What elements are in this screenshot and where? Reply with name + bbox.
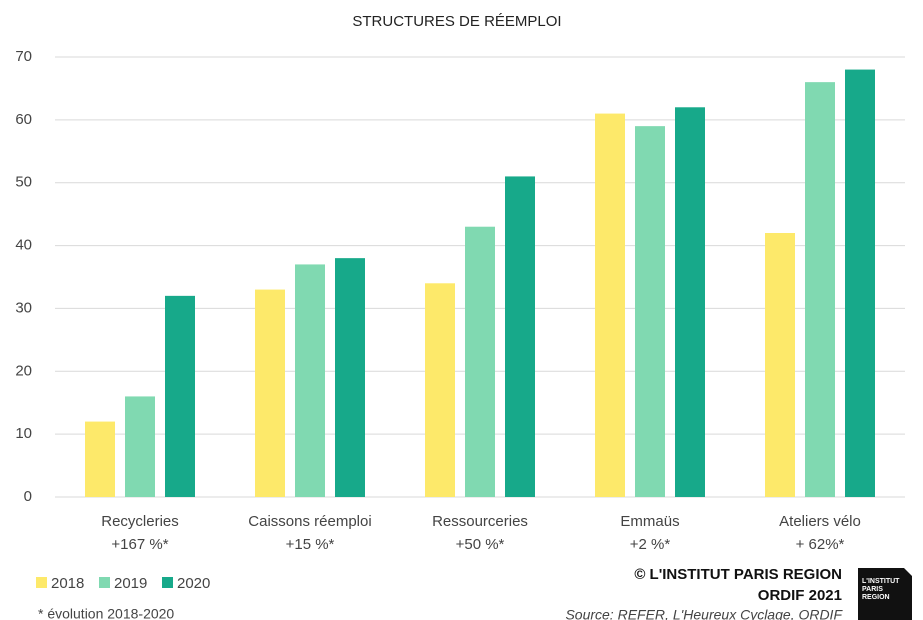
y-tick-label: 60 [15,111,32,128]
y-tick-label: 30 [15,299,32,316]
x-tick-label: Emmaüs [620,513,679,530]
bar [635,126,665,498]
bar [675,107,705,498]
y-tick-label: 20 [15,362,32,379]
bar [125,396,155,497]
bar [845,69,875,498]
bar [425,283,455,497]
x-tick-label: Caissons réemploi [248,513,371,530]
legend-label: 2020 [177,575,210,592]
chart-title: STRUCTURES DE RÉEMPLOI [352,13,561,30]
bar [295,264,325,497]
x-tick-change: +2 %* [630,536,671,553]
footnote: * évolution 2018-2020 [38,606,174,620]
bar [465,226,495,497]
legend-swatch [99,577,110,588]
x-tick-change: +167 %* [111,536,168,553]
x-tick-change: +50 %* [456,536,505,553]
bar [335,258,365,497]
credit-year: ORDIF 2021 [758,587,842,604]
legend-label: 2018 [51,575,84,592]
y-tick-label: 10 [15,425,32,442]
x-tick-label: Ateliers vélo [779,513,861,530]
source: Source: REFER, L'Heureux Cyclage, ORDIF [565,607,843,620]
x-tick-label: Recycleries [101,513,179,530]
logo-text: PARIS [862,586,883,593]
y-tick-label: 50 [15,174,32,191]
bar [165,295,195,497]
bar [765,233,795,497]
x-tick-change: +15 %* [286,536,335,553]
credit: © L'INSTITUT PARIS REGION [634,566,842,583]
bar [85,421,115,497]
logo-text: REGION [862,594,890,601]
y-tick-label: 70 [15,48,32,65]
bar [505,176,535,497]
x-tick-change: + 62%* [796,536,845,553]
legend-label: 2019 [114,575,147,592]
y-tick-label: 0 [24,488,32,505]
bar [255,289,285,497]
legend-swatch [36,577,47,588]
y-tick-label: 40 [15,237,32,254]
logo [858,568,912,620]
bar [805,82,835,498]
legend-swatch [162,577,173,588]
logo-text: L'INSTITUT [862,578,900,585]
x-tick-label: Ressourceries [432,513,528,530]
bar [595,113,625,498]
